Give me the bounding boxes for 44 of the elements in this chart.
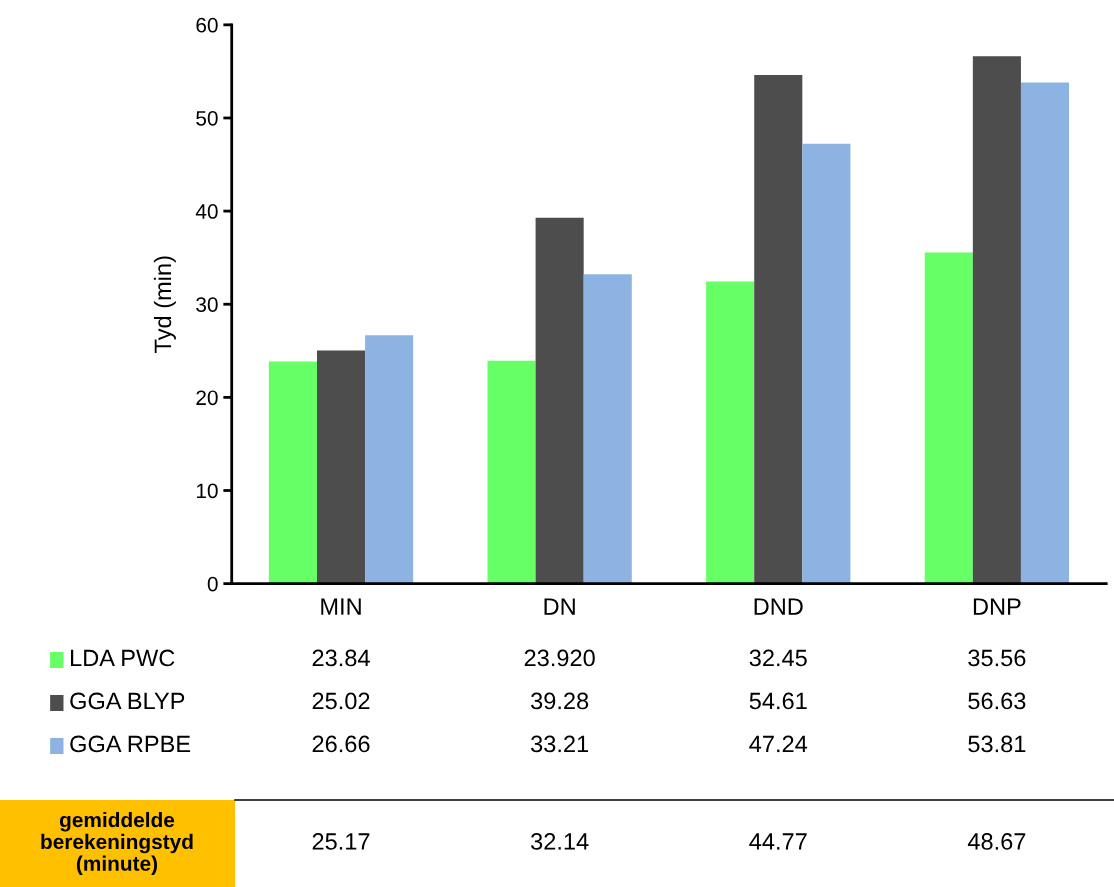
data-label: 33.21 — [531, 735, 589, 753]
text: 44.77 — [749, 833, 807, 850]
y-tick-label: 20 — [196, 390, 218, 406]
bar — [365, 335, 414, 584]
bar — [972, 56, 1021, 584]
text: 48.67 — [967, 833, 1026, 850]
data-label: 53.81 — [968, 735, 1026, 753]
legend-label: LDA PWC — [71, 649, 175, 667]
text: gemiddelde berekeningstyd (minute) — [41, 812, 193, 875]
y-tick-label: 50 — [196, 110, 218, 126]
data-label: 25.02 — [312, 692, 370, 710]
bar — [535, 217, 584, 584]
legend-label: GGA RPBE — [70, 735, 191, 753]
y-tick-label: 10 — [196, 483, 218, 499]
y-tick-label: 0 — [207, 576, 218, 592]
data-label: 32.45 — [749, 649, 807, 667]
data-label: 26.66 — [312, 735, 370, 753]
data-label: 23.84 — [312, 649, 370, 667]
bar — [924, 252, 973, 584]
x-tick-label: DNP — [973, 598, 1021, 615]
text: 25.17 — [312, 833, 370, 850]
x-tick-label: MIN — [321, 598, 361, 615]
data-label: 23.920 — [524, 649, 595, 667]
bar — [583, 274, 632, 584]
bar — [706, 281, 755, 584]
bar — [1020, 82, 1070, 584]
data-label: 47.24 — [749, 735, 808, 753]
bar — [802, 143, 851, 584]
data-label: 39.28 — [531, 692, 589, 710]
x-tick-label: DN — [544, 598, 575, 615]
bar — [268, 361, 317, 584]
x-tick-label: DND — [754, 598, 803, 615]
y-axis-title: Tyd (min) — [153, 256, 176, 353]
bar — [754, 75, 803, 584]
y-tick-label: 30 — [196, 297, 218, 312]
legend-label: GGA BLYP — [70, 692, 185, 710]
bar — [487, 360, 536, 584]
data-label: 35.56 — [968, 649, 1026, 667]
data-label: 54.61 — [749, 692, 807, 710]
y-tick-label: 60 — [196, 17, 218, 33]
y-tick-label: 40 — [195, 204, 218, 219]
data-label: 56.63 — [968, 692, 1026, 710]
bar — [316, 350, 366, 584]
text: 32.14 — [531, 833, 589, 850]
